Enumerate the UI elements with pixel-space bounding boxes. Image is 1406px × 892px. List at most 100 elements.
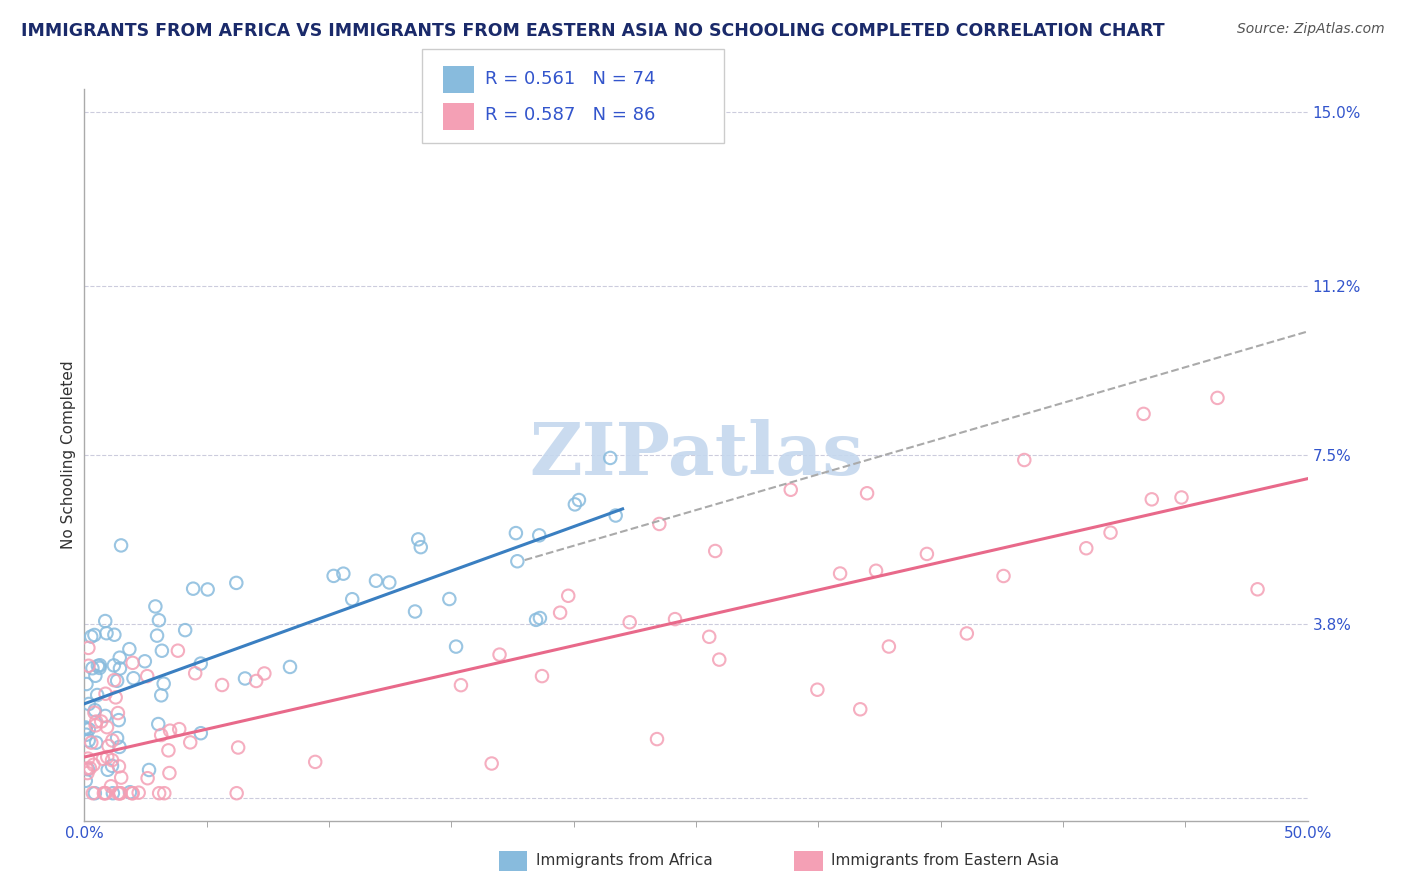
Point bbox=[1099, 525, 1122, 540]
Point bbox=[107, 786, 129, 800]
Point bbox=[439, 592, 461, 607]
Point bbox=[97, 763, 120, 777]
Point bbox=[557, 589, 579, 603]
Point bbox=[278, 660, 301, 674]
Point bbox=[605, 508, 627, 523]
Point bbox=[75, 773, 97, 788]
Point bbox=[108, 786, 131, 800]
Point bbox=[83, 757, 105, 772]
Point bbox=[108, 759, 131, 773]
Point bbox=[134, 654, 156, 668]
Point bbox=[865, 564, 887, 578]
Point bbox=[94, 709, 117, 723]
Point bbox=[104, 690, 127, 705]
Point bbox=[103, 673, 125, 688]
Point bbox=[159, 766, 181, 780]
Point bbox=[1076, 541, 1098, 556]
Point bbox=[488, 648, 510, 662]
Point bbox=[1014, 453, 1036, 467]
Point bbox=[91, 752, 114, 766]
Point bbox=[94, 786, 117, 800]
Point bbox=[97, 739, 120, 753]
Point bbox=[524, 613, 547, 627]
Text: Source: ZipAtlas.com: Source: ZipAtlas.com bbox=[1237, 22, 1385, 37]
Point bbox=[211, 678, 233, 692]
Point bbox=[304, 755, 326, 769]
Point bbox=[806, 682, 828, 697]
Text: R = 0.561   N = 74: R = 0.561 N = 74 bbox=[485, 70, 655, 88]
Point bbox=[83, 706, 105, 720]
Point bbox=[145, 599, 167, 614]
Point bbox=[322, 569, 344, 583]
Point bbox=[184, 666, 207, 681]
Point bbox=[83, 786, 105, 800]
Point bbox=[506, 554, 529, 568]
Point bbox=[450, 678, 472, 692]
Point bbox=[225, 786, 247, 800]
Point bbox=[110, 771, 132, 785]
Point bbox=[80, 630, 103, 644]
Point bbox=[84, 718, 107, 732]
Point bbox=[157, 743, 180, 757]
Point bbox=[404, 605, 426, 619]
Point bbox=[77, 751, 100, 765]
Point bbox=[94, 687, 117, 701]
Point bbox=[568, 493, 591, 508]
Point bbox=[107, 713, 129, 727]
Point bbox=[77, 723, 100, 737]
Point bbox=[83, 628, 105, 642]
Point bbox=[93, 786, 115, 800]
Point bbox=[84, 714, 107, 729]
Point bbox=[619, 615, 641, 630]
Point bbox=[153, 786, 176, 800]
Text: Immigrants from Africa: Immigrants from Africa bbox=[536, 854, 713, 868]
Point bbox=[89, 661, 111, 675]
Point bbox=[76, 762, 98, 776]
Point bbox=[136, 669, 159, 683]
Point bbox=[179, 735, 201, 749]
Point bbox=[993, 569, 1015, 583]
Point bbox=[226, 740, 249, 755]
Point bbox=[167, 722, 190, 736]
Point bbox=[253, 666, 276, 681]
Point bbox=[77, 762, 100, 776]
Point bbox=[105, 731, 128, 745]
Point bbox=[108, 786, 131, 800]
Point bbox=[121, 786, 143, 800]
Point bbox=[118, 785, 141, 799]
Point bbox=[150, 728, 173, 742]
Point bbox=[849, 702, 872, 716]
Point bbox=[481, 756, 503, 771]
Text: ZIPatlas: ZIPatlas bbox=[529, 419, 863, 491]
Point bbox=[1246, 582, 1268, 597]
Point bbox=[406, 533, 429, 547]
Point bbox=[103, 628, 125, 642]
Text: R = 0.587   N = 86: R = 0.587 N = 86 bbox=[485, 105, 655, 123]
Point bbox=[704, 544, 727, 558]
Point bbox=[93, 786, 115, 800]
Point bbox=[77, 733, 100, 747]
Point bbox=[101, 759, 124, 773]
Point bbox=[110, 786, 132, 800]
Point bbox=[103, 658, 125, 673]
Point bbox=[152, 676, 174, 690]
Point bbox=[148, 613, 170, 627]
Point bbox=[956, 626, 979, 640]
Text: Immigrants from Eastern Asia: Immigrants from Eastern Asia bbox=[831, 854, 1059, 868]
Point bbox=[830, 566, 852, 581]
Point bbox=[181, 582, 204, 596]
Point bbox=[77, 697, 100, 711]
Point bbox=[915, 547, 938, 561]
Point bbox=[648, 516, 671, 531]
Point bbox=[75, 722, 97, 736]
Point bbox=[148, 717, 170, 731]
Point bbox=[80, 736, 103, 750]
Point bbox=[105, 673, 128, 688]
Point bbox=[84, 736, 107, 750]
Point bbox=[75, 721, 97, 735]
Point bbox=[548, 606, 571, 620]
Point bbox=[245, 673, 267, 688]
Point bbox=[599, 450, 621, 465]
Point bbox=[645, 732, 668, 747]
Point bbox=[108, 739, 131, 754]
